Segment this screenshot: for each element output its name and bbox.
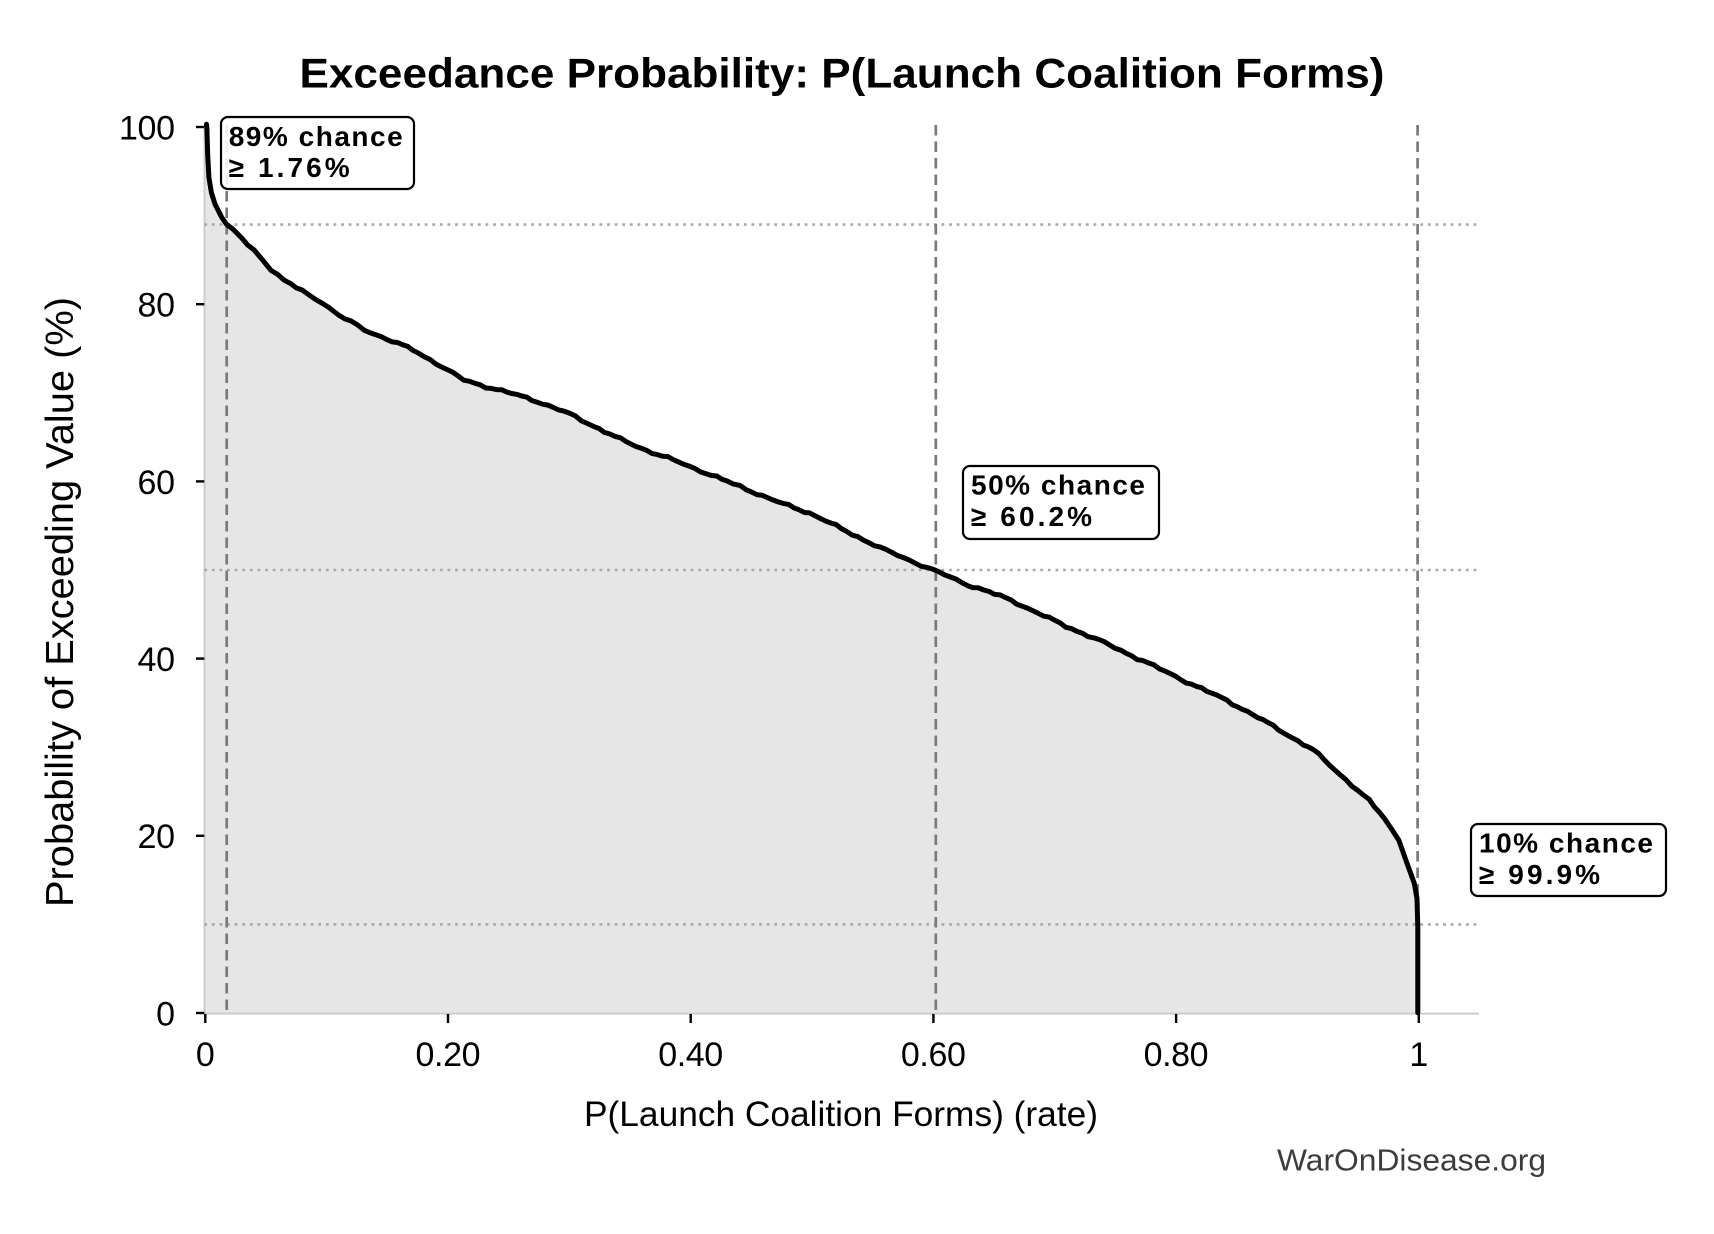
svg-text:0: 0 [156, 995, 175, 1033]
svg-text:10% chance: 10% chance [1479, 828, 1653, 859]
svg-text:20: 20 [138, 818, 176, 856]
svg-text:50% chance: 50% chance [971, 470, 1145, 501]
svg-text:Exceedance Probability: P(Laun: Exceedance Probability: P(Launch Coaliti… [300, 50, 1385, 97]
svg-text:40: 40 [138, 641, 176, 679]
svg-text:Probability of Exceeding Value: Probability of Exceeding Value (%) [39, 297, 82, 907]
svg-text:0.40: 0.40 [658, 1036, 723, 1074]
svg-text:0.80: 0.80 [1144, 1036, 1209, 1074]
svg-text:89% chance: 89% chance [229, 121, 403, 152]
svg-text:80: 80 [138, 287, 176, 325]
svg-text:≥ 60.2%: ≥ 60.2% [971, 501, 1092, 532]
svg-text:60: 60 [138, 464, 176, 502]
svg-text:≥ 1.76%: ≥ 1.76% [229, 152, 350, 183]
svg-text:1: 1 [1409, 1036, 1428, 1074]
svg-text:0: 0 [196, 1036, 215, 1074]
svg-text:P(Launch Coalition Forms) (rat: P(Launch Coalition Forms) (rate) [584, 1095, 1098, 1134]
svg-text:WarOnDisease.org: WarOnDisease.org [1277, 1143, 1546, 1178]
svg-text:0.60: 0.60 [901, 1036, 966, 1074]
svg-text:100: 100 [119, 109, 175, 147]
svg-text:≥ 99.9%: ≥ 99.9% [1479, 859, 1600, 890]
svg-text:0.20: 0.20 [416, 1036, 481, 1074]
